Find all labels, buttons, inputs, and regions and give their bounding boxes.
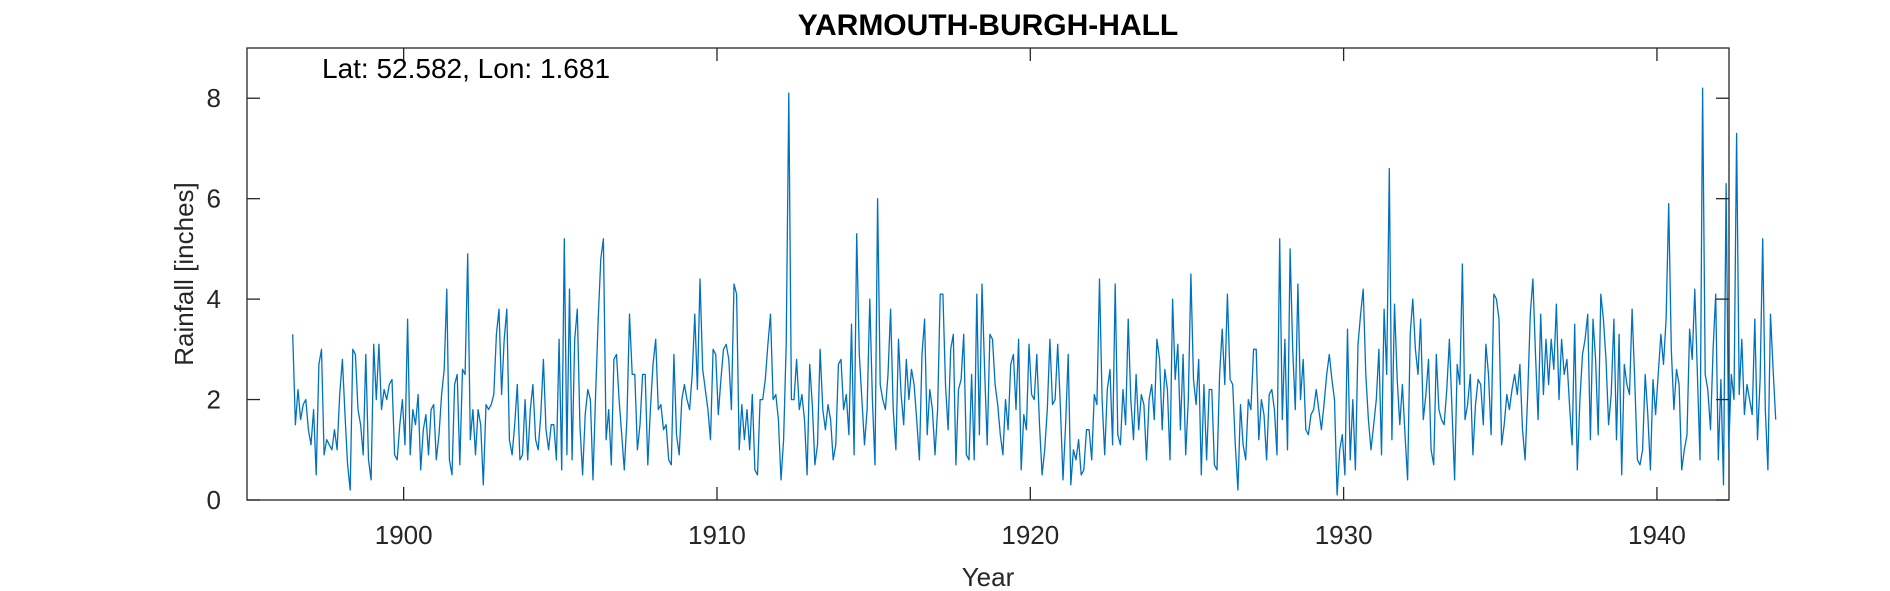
x-tick-label: 1910 xyxy=(688,520,746,550)
station-coordinates-annotation: Lat: 52.582, Lon: 1.681 xyxy=(322,53,610,84)
rainfall-series-line xyxy=(292,87,1777,496)
x-tick-label: 1930 xyxy=(1315,520,1373,550)
x-tick-label: 1900 xyxy=(375,520,433,550)
axis-ticks xyxy=(247,48,1729,501)
y-tick-label: 4 xyxy=(207,284,221,314)
y-tick-label: 8 xyxy=(207,83,221,113)
x-axis-title: Year xyxy=(962,562,1015,591)
y-tick-label: 0 xyxy=(207,485,221,515)
x-tick-label: 1940 xyxy=(1628,520,1686,550)
y-tick-label: 6 xyxy=(207,184,221,214)
y-axis-title: Rainfall [inches] xyxy=(169,182,199,366)
x-tick-label: 1920 xyxy=(1001,520,1059,550)
axis-tick-labels: 1900 1910 1920 1930 1940 0 2 4 6 8 xyxy=(207,83,1686,550)
y-tick-label: 2 xyxy=(207,385,221,415)
chart-title: YARMOUTH-BURGH-HALL xyxy=(798,9,1179,42)
